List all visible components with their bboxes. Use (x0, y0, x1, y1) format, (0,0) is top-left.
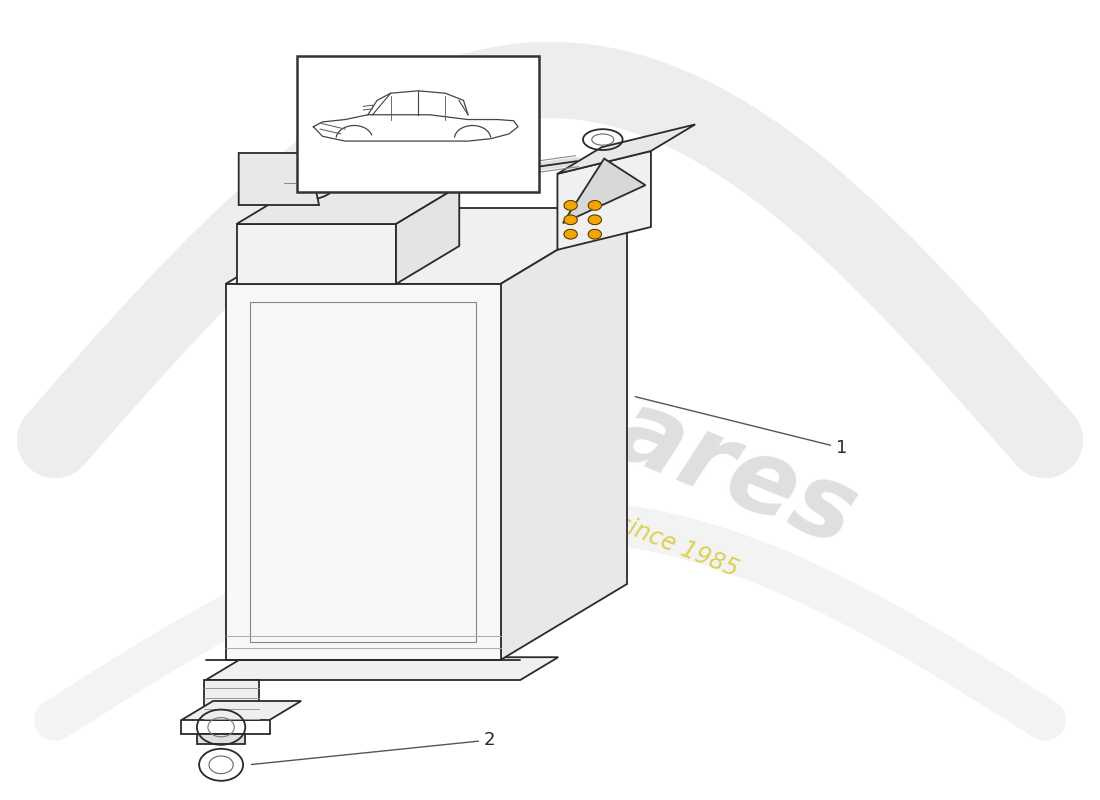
Polygon shape (197, 734, 245, 744)
Polygon shape (226, 284, 500, 660)
Polygon shape (558, 125, 695, 174)
Polygon shape (236, 224, 396, 284)
Polygon shape (206, 658, 559, 680)
FancyBboxPatch shape (297, 56, 539, 192)
Polygon shape (236, 186, 460, 224)
Circle shape (564, 215, 578, 225)
Polygon shape (182, 701, 301, 720)
Circle shape (564, 201, 578, 210)
Circle shape (564, 230, 578, 239)
Polygon shape (396, 186, 460, 284)
Polygon shape (563, 158, 646, 223)
Circle shape (588, 201, 602, 210)
Circle shape (588, 230, 602, 239)
Text: a passion for parts since 1985: a passion for parts since 1985 (403, 426, 741, 582)
Polygon shape (558, 151, 651, 250)
Circle shape (588, 215, 602, 225)
Polygon shape (226, 208, 627, 284)
Polygon shape (204, 680, 258, 720)
Polygon shape (500, 208, 627, 660)
Text: eurospares: eurospares (230, 231, 870, 569)
Text: 2: 2 (252, 731, 495, 765)
Text: 1: 1 (635, 397, 847, 457)
Polygon shape (239, 153, 319, 205)
